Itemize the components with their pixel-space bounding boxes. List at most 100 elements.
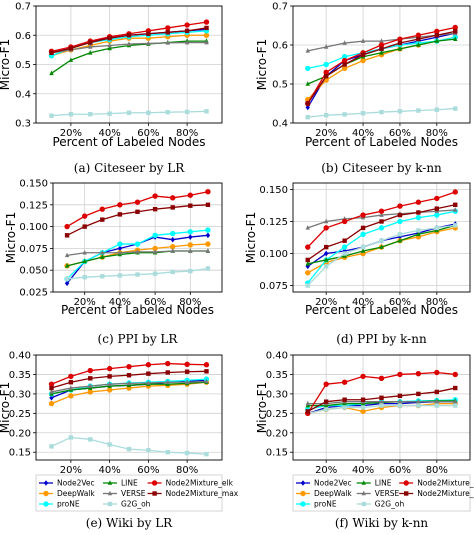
legend-item: VERSE [102, 489, 146, 498]
data-point [184, 28, 190, 34]
data-point [379, 109, 384, 115]
data-point [165, 360, 171, 367]
data-point [117, 212, 123, 217]
legend-label: G2G_oh [121, 500, 151, 509]
data-point [342, 112, 347, 117]
data-point [415, 199, 422, 205]
chart-panel-3: 20% 40% 60% 80% 0.025 0.050 0.075 0.100 0.125 0.1… [4, 179, 223, 346]
data-point [88, 40, 93, 45]
data-point [434, 369, 440, 376]
data-point [453, 398, 458, 404]
plot-area [293, 183, 470, 292]
legend-item: G2G_oh [102, 500, 151, 509]
data-point [82, 224, 87, 229]
data-point [126, 380, 132, 386]
data-point [434, 28, 440, 35]
series-G2G_oh [305, 106, 458, 120]
x-axis-label: Percent of Labeled Nodes [61, 303, 214, 317]
data-point [305, 114, 310, 120]
data-point [397, 218, 403, 225]
data-point [434, 403, 440, 408]
data-point [188, 248, 193, 253]
data-point [305, 48, 310, 53]
legend-marker [151, 480, 158, 486]
data-point [360, 52, 366, 57]
data-point [360, 57, 366, 64]
data-point [434, 195, 440, 202]
data-point [205, 189, 211, 195]
legend-label: proNE [57, 500, 80, 509]
legend-label: DeepWalk [57, 489, 95, 498]
x-tick-label: 40% [352, 297, 374, 308]
data-point [170, 269, 175, 275]
data-point [397, 393, 403, 399]
data-point [453, 29, 458, 34]
data-point [379, 50, 384, 55]
chart-panel-6: 20% 40% 60% 80% 0.15 0.20 0.25 0.30 0.35 0.40 Micr… [255, 351, 471, 530]
x-axis-label: Percent of Labeled Nodes [305, 135, 458, 149]
data-point [88, 383, 93, 388]
data-point [152, 249, 158, 254]
plot-frame [52, 182, 223, 293]
data-point [107, 111, 112, 116]
legend-marker [361, 501, 366, 507]
data-point [323, 218, 329, 224]
data-point [342, 251, 347, 256]
data-point [378, 375, 385, 382]
data-point [397, 232, 403, 237]
data-point [305, 65, 311, 72]
y-tick-label: 0.4 [15, 89, 31, 100]
series-Node2Mixture_elk [305, 369, 458, 417]
data-point [434, 225, 440, 231]
data-point [49, 70, 54, 76]
legend-marker [107, 480, 113, 485]
y-tick-label: 0.35 [266, 370, 288, 381]
data-point [416, 228, 421, 233]
data-point [64, 252, 70, 258]
data-point [99, 206, 105, 212]
data-point [87, 389, 93, 395]
data-point [107, 442, 112, 447]
data-point [434, 38, 440, 43]
data-point [48, 381, 55, 387]
data-point [397, 212, 403, 218]
data-point [100, 249, 105, 255]
legend-item: DeepWalk [296, 489, 352, 498]
data-point [145, 362, 152, 368]
data-point [415, 214, 422, 221]
data-point [184, 379, 190, 385]
y-tick-label: 0.25 [9, 409, 31, 420]
data-point [379, 238, 384, 243]
chart-panel-1: 20% 40% 60% 80% 0.3 0.4 0.5 0.6 0.7 Percent of La… [0, 2, 223, 175]
panel-caption: (f) Wiki by k-nn [335, 516, 429, 530]
x-tick-label: 20% [74, 297, 96, 308]
y-tick-label: 0.20 [9, 428, 31, 439]
y-tick-label: 0.35 [9, 370, 31, 381]
series-LINE [305, 222, 458, 266]
data-point [165, 40, 170, 45]
y-tick-label: 0.100 [259, 249, 288, 260]
x-tick-label: 60% [389, 128, 411, 139]
data-point [184, 39, 190, 45]
data-point [203, 362, 210, 368]
data-point [452, 371, 458, 378]
data-point [88, 44, 93, 49]
series-Node2Mixture_max [49, 25, 209, 55]
data-point [323, 257, 329, 262]
data-point [184, 109, 190, 115]
data-point [360, 244, 366, 250]
data-point [342, 62, 347, 67]
data-point [49, 444, 54, 449]
data-point [379, 244, 384, 249]
y-tick-label: 0.3 [15, 119, 31, 130]
x-tick-label: 20% [315, 128, 337, 139]
data-point [126, 33, 132, 38]
data-point [452, 189, 458, 195]
data-point [165, 25, 171, 31]
legend-label: Node2Mixture_elk [417, 479, 474, 488]
data-point [49, 385, 54, 391]
data-point [323, 399, 329, 404]
data-point [106, 365, 113, 372]
data-point [82, 249, 87, 255]
